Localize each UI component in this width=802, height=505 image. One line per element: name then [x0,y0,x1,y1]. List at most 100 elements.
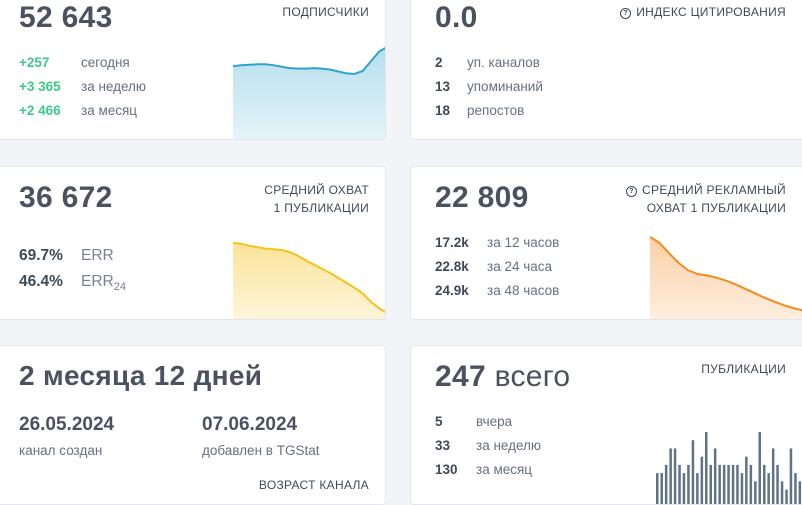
publication-bar [700,456,704,504]
stat-value: 33 [435,438,451,453]
reach-value: 36 672 [19,181,113,214]
pub-stat-row-yesterday: 5 вчера [435,414,512,429]
err24-row: 46.4% ERR24 [19,273,126,293]
err24-sub: 24 [113,281,126,294]
reach-sparkline[interactable] [233,237,386,320]
publication-bar [709,464,712,504]
stat-value: +2 466 [19,103,61,118]
stat-value: 5 [435,414,443,429]
publication-bar [740,473,744,504]
stat-label: за неделю [81,79,147,94]
publication-bar [682,473,686,504]
sparkline-area [233,48,385,139]
stat-value: 18 [435,103,451,118]
publication-bar [696,473,699,504]
ad-reach-title-line2: ОХВАТ 1 ПУБЛИКАЦИИ [646,201,786,215]
stat-value: +3 365 [19,79,61,94]
err24-label: ERR [81,273,114,290]
stat-row-reposts: 18 репостов [435,103,524,118]
stat-label: за 24 часа [487,259,553,274]
citation-title: ? ИНДЕКС ЦИТИРОВАНИЯ [620,3,786,21]
publication-bar [687,464,690,504]
created-date: 26.05.2024 [19,414,115,435]
stat-label: вчера [476,414,513,429]
help-icon[interactable]: ? [626,186,638,197]
stat-label: за неделю [476,438,542,453]
subscribers-title: ПОДПИСЧИКИ [282,5,369,19]
ad-reach-sparkline[interactable] [650,231,802,320]
ad-stat-row-24h: 22.8k за 24 часа [435,259,552,274]
stat-value: +257 [19,55,50,70]
channel-age-value: 2 месяца 12 дней [19,360,263,391]
sparkline-line [233,242,385,313]
publication-bar [763,464,766,504]
publications-title: ПУБЛИКАЦИИ [701,362,786,376]
publication-bar [713,448,717,504]
publication-bar [705,432,708,504]
sparkline-line [233,47,385,75]
publication-bar [789,448,793,504]
stat-label: за месяц [81,103,138,118]
publication-bar [669,448,672,504]
publication-bar [776,464,779,504]
err24-value: 46.4% [19,273,63,290]
help-icon[interactable]: ? [620,8,632,19]
ad-reach-title: ? СРЕДНИЙ РЕКЛАМНЫЙ ОХВАТ 1 ПУБЛИКАЦИИ [626,181,786,217]
sparkline-area [233,243,385,319]
stat-row-today: +257 сегодня [19,55,130,70]
publications-card[interactable]: 247 всего ПУБЛИКАЦИИ 5 вчера 33 за неделю … [410,345,802,505]
pub-stat-row-month: 130 за месяц [435,462,532,477]
publications-unit: всего [494,360,571,393]
channel-age-card[interactable]: 2 месяца 12 дней 26.05.2024 канал создан… [0,345,386,505]
stat-label: за месяц [476,462,533,477]
ad-reach-title-line1: СРЕДНИЙ РЕКЛАМНЫЙ [642,183,786,197]
citation-card[interactable]: 0.0 ? ИНДЕКС ЦИТИРОВАНИЯ 2 уп. каналов 13 у… [410,0,802,140]
pub-stat-row-week: 33 за неделю [435,438,541,453]
ad-reach-card[interactable]: 22 809 ? СРЕДНИЙ РЕКЛАМНЫЙ ОХВАТ 1 ПУБЛИК… [410,166,802,320]
publications-total: 247 всего [435,360,570,394]
subscribers-count: 52 643 [19,1,113,34]
subscribers-card[interactable]: 52 643 ПОДПИСЧИКИ +257 сегодня +3 365 за н… [0,0,386,140]
reach-title-line2: 1 ПУБЛИКАЦИИ [273,201,369,215]
err-value: 69.7% [19,247,63,264]
stat-label: за 48 часов [487,283,560,298]
publication-bar [727,464,730,504]
publication-bar [771,448,775,504]
publication-bar [754,481,757,504]
stat-value: 2 [435,55,443,70]
publication-bar [691,440,695,504]
publication-bar [718,464,721,504]
publication-bar [780,481,784,504]
err-row: 69.7% ERR [19,247,114,265]
added-date: 07.06.2024 [202,414,298,435]
ad-stat-row-48h: 24.9k за 48 часов [435,283,559,298]
sparkline-line [650,236,802,312]
publication-bar [656,473,659,504]
stat-value: 13 [435,79,451,94]
subscribers-sparkline[interactable] [233,41,386,140]
ad-reach-value: 22 809 [435,181,529,214]
citation-title-text: ИНДЕКС ЦИТИРОВАНИЯ [636,5,786,19]
stat-label: за 12 часов [487,235,560,250]
stat-row-mentions: 13 упоминаний [435,79,543,94]
sparkline-area [650,237,802,319]
publication-bar [798,481,802,504]
publication-bar [749,464,753,504]
publication-bar [660,473,663,504]
stat-value: 24.9k [435,283,469,298]
err-label: ERR [81,247,114,264]
stat-value: 17.2k [435,235,469,250]
citation-index-value: 0.0 [435,1,478,34]
created-label: канал создан [19,443,103,458]
publication-bar [664,464,668,504]
reach-card[interactable]: 36 672 СРЕДНИЙ ОХВАТ 1 ПУБЛИКАЦИИ 69.7% E… [0,166,386,320]
publication-bar [794,473,797,504]
stat-label: сегодня [81,55,130,70]
publications-count: 247 [435,360,486,393]
publication-bar [673,448,677,504]
stat-label: репостов [467,103,525,118]
stat-value: 130 [435,462,458,477]
ad-stat-row-12h: 17.2k за 12 часов [435,235,559,250]
stat-row-channels: 2 уп. каналов [435,55,540,70]
publication-bar [731,464,735,504]
